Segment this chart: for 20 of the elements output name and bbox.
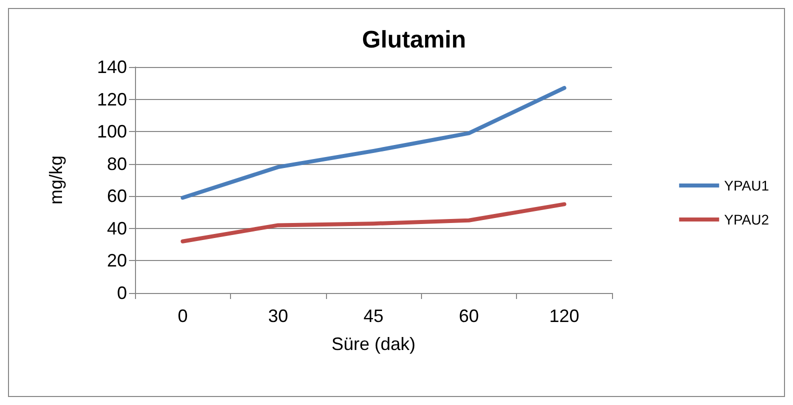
y-tick-label: 80 [106, 154, 127, 174]
y-tick-label: 120 [96, 89, 127, 110]
x-axis-title: Süre (dak) [331, 334, 416, 354]
line-series [180, 202, 566, 244]
x-tick-label: 30 [268, 306, 288, 326]
legend-label: YPAU1 [724, 178, 770, 194]
legend-label: YPAU2 [724, 212, 770, 228]
y-tick-label: 100 [96, 122, 127, 142]
y-tick-label: 20 [106, 250, 127, 271]
y-tick-label: 60 [106, 186, 127, 206]
x-tick-label: 60 [458, 306, 479, 326]
x-tick-label: 45 [363, 306, 384, 326]
y-axis-title: mg/kg [46, 155, 66, 205]
x-tick-label: 0 [178, 306, 188, 326]
chart-title: Glutamin [362, 26, 466, 54]
y-tick-label: 40 [106, 218, 127, 238]
y-tick-label: 140 [96, 57, 127, 77]
line-series [180, 86, 566, 200]
x-tick-label: 120 [549, 306, 580, 326]
y-tick-label: 0 [116, 283, 127, 303]
